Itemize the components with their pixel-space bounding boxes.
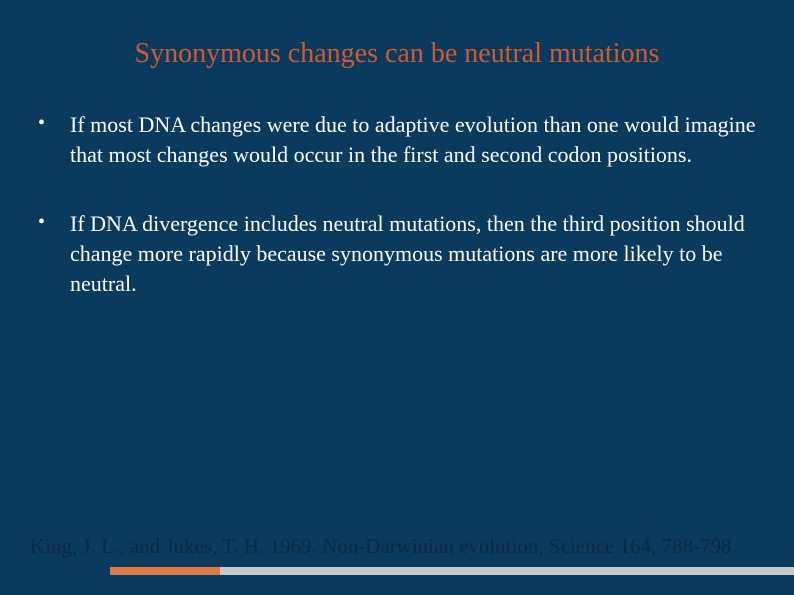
- footer-accent: [110, 567, 220, 575]
- footer-line: [220, 567, 794, 575]
- bullet-list: If most DNA changes were due to adaptive…: [30, 110, 764, 298]
- slide: Synonymous changes can be neutral mutati…: [0, 0, 794, 595]
- citation-text: King, J. L., and Jukes, T. H. 1969. Non-…: [30, 534, 764, 559]
- bullet-item: If DNA divergence includes neutral mutat…: [30, 209, 764, 298]
- bullet-item: If most DNA changes were due to adaptive…: [30, 110, 764, 169]
- slide-title: Synonymous changes can be neutral mutati…: [30, 38, 764, 70]
- footer-bar: [0, 567, 794, 577]
